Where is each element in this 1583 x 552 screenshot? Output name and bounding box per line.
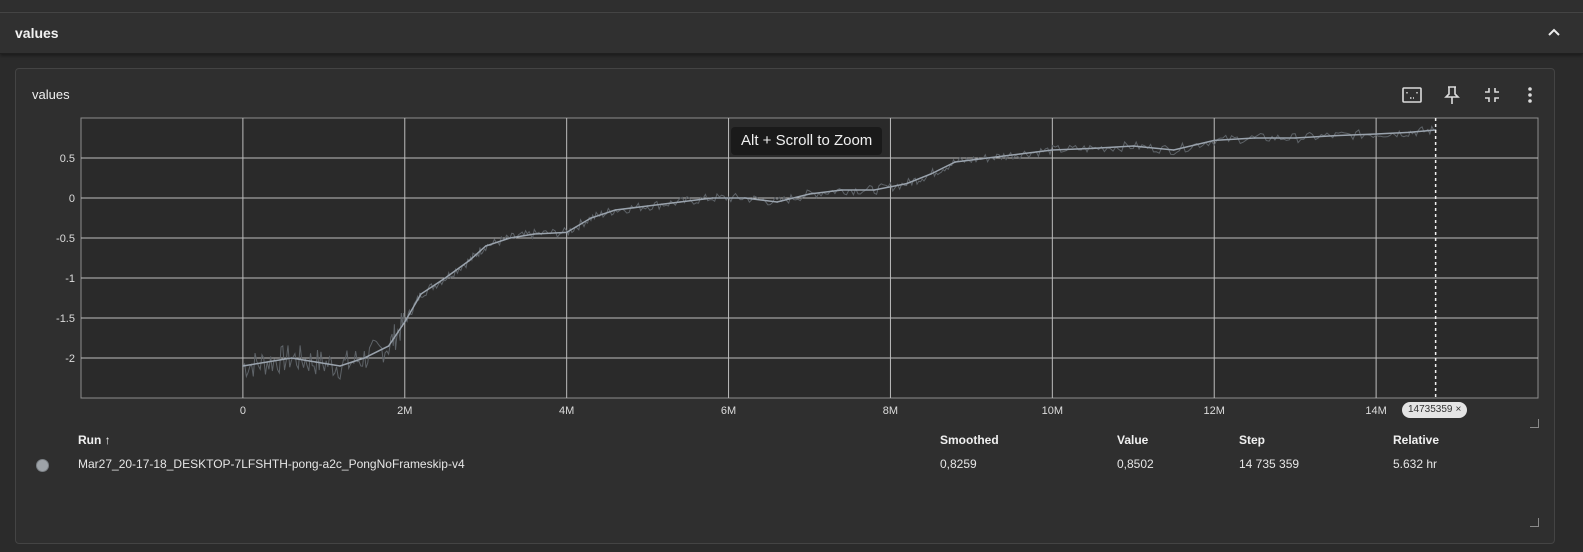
data-point: [808, 193, 811, 195]
y-tick-label: -1: [65, 273, 75, 285]
data-point: [290, 357, 293, 359]
data-point: [954, 161, 956, 163]
chevron-up-icon[interactable]: [1543, 22, 1565, 44]
data-point: [444, 277, 447, 279]
run-color-dot[interactable]: [36, 459, 49, 472]
fit-domain-icon[interactable]: [1400, 83, 1424, 107]
data-point: [614, 209, 617, 211]
data-point: [565, 231, 568, 234]
section-header[interactable]: values: [0, 13, 1583, 54]
data-point: [1019, 153, 1021, 155]
y-tick-label: -2: [65, 353, 75, 365]
card-title: values: [32, 87, 70, 102]
data-point: [646, 205, 649, 207]
data-point: [420, 293, 422, 295]
data-point: [679, 201, 681, 203]
top-strip: [0, 0, 1583, 13]
x-tick-label: 6M: [721, 405, 736, 417]
raw-value: 0,8502: [1117, 457, 1154, 471]
column-header-run[interactable]: Run ↑: [78, 433, 111, 447]
section-title: values: [15, 25, 59, 41]
line-chart[interactable]: -2 -1.5 -1 -0.5 0 0.5 0 2M 4M 6M 8M 10M 12M 14M: [16, 69, 1556, 439]
zoom-hint-tooltip: Alt + Scroll to Zoom: [731, 127, 883, 155]
data-point: [1375, 133, 1377, 135]
x-tick-label: 14M: [1365, 405, 1386, 417]
card-toolbar: [1400, 83, 1540, 107]
data-point: [873, 189, 876, 191]
data-point: [387, 345, 390, 347]
run-name: Mar27_20-17-18_DESKTOP-7LFSHTH-pong-a2c_…: [78, 457, 465, 471]
data-point: [590, 217, 592, 219]
data-point: [743, 197, 746, 199]
collapse-icon[interactable]: [1480, 83, 1504, 107]
column-header-value[interactable]: Value: [1117, 433, 1149, 447]
data-point: [242, 365, 244, 367]
data-point: [986, 157, 989, 159]
data-point: [509, 237, 511, 239]
x-tick-label: 12M: [1204, 405, 1225, 417]
pin-icon[interactable]: [1440, 83, 1464, 107]
column-header-relative[interactable]: Relative: [1393, 433, 1440, 447]
y-tick-label: -1.5: [56, 313, 75, 325]
data-point: [1051, 149, 1054, 151]
data-point: [776, 201, 778, 203]
data-point: [1092, 147, 1094, 150]
y-tick-label: -0.5: [56, 233, 75, 245]
data-point: [905, 182, 908, 185]
step-chip[interactable]: 14735359 ×: [1402, 402, 1468, 418]
data-point: [1213, 139, 1216, 142]
data-point: [1294, 137, 1296, 139]
data-point: [314, 361, 317, 363]
x-tick-label: 8M: [883, 405, 898, 417]
data-point: [403, 321, 406, 323]
table-resize-handle[interactable]: [1530, 518, 1539, 527]
x-tick-label: 0: [240, 405, 246, 417]
x-tick-label: 4M: [559, 405, 574, 417]
smoothed-value: 0,8259: [940, 457, 977, 471]
data-point: [1253, 137, 1256, 139]
chart-resize-handle[interactable]: [1530, 419, 1539, 428]
data-point: [711, 197, 714, 199]
data-point: [484, 245, 487, 247]
relative-time: 5.632 hr: [1393, 457, 1438, 471]
column-header-smoothed[interactable]: Smoothed: [940, 433, 999, 447]
y-tick-label: 0: [69, 193, 75, 205]
data-point: [533, 233, 536, 235]
x-tick-label: 10M: [1042, 405, 1063, 417]
plot-area: [80, 117, 1539, 399]
scalar-card: values -2 -1.5 -1 -0.5 0 0.5 0 2M 4M 6M 8M 10M 12M 14…: [15, 68, 1555, 544]
data-point: [468, 259, 471, 262]
data-point: [1407, 131, 1410, 134]
step-value: 14 735 359: [1239, 457, 1300, 471]
data-point: [930, 173, 932, 175]
data-point: [841, 189, 843, 191]
y-tick-label: 0.5: [60, 153, 75, 165]
data-point: [363, 357, 366, 359]
step-chip-value: 14735359: [1408, 404, 1453, 415]
more-vert-icon[interactable]: [1518, 83, 1542, 107]
data-point: [266, 361, 268, 363]
column-header-step[interactable]: Step: [1239, 433, 1266, 447]
x-tick-label: 2M: [397, 405, 412, 417]
close-icon[interactable]: ×: [1455, 404, 1462, 415]
data-point: [1172, 149, 1175, 151]
data-point: [339, 365, 341, 367]
data-point: [1132, 145, 1135, 147]
data-point: [1334, 134, 1337, 137]
